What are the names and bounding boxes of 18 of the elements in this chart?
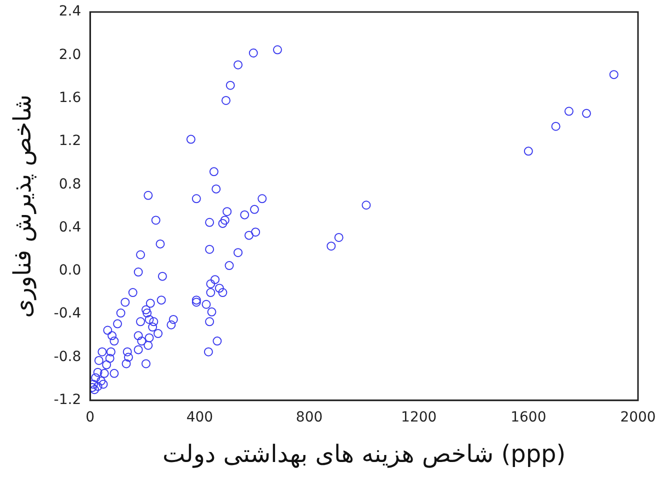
x-tick-label: 400 — [186, 409, 214, 426]
x-tick-label: 800 — [296, 409, 323, 426]
y-tick-label: 2.0 — [58, 46, 82, 63]
y-tick-label: -1.2 — [54, 392, 82, 408]
x-tick-label: 1200 — [401, 409, 437, 426]
x-tick-label: 2000 — [620, 409, 656, 426]
x-tick-label: 0 — [86, 409, 95, 426]
y-tick-label: 2.4 — [58, 4, 82, 20]
y-tick-label: 0.0 — [58, 262, 82, 279]
x-tick-label: 1600 — [510, 409, 546, 426]
y-tick-label: 1.6 — [58, 90, 82, 106]
y-tick-label: -0.4 — [54, 306, 82, 322]
y-axis-title: شاخص پذیرش فناوری — [8, 94, 37, 318]
y-tick-label: 0.4 — [58, 219, 82, 236]
y-tick-label: 1.2 — [58, 133, 82, 150]
y-tick-label: -0.8 — [54, 348, 82, 365]
y-tick-label: 0.8 — [58, 176, 82, 192]
x-axis-title: شاخص هزینه های بهداشتی دولت (ppp) — [162, 440, 566, 468]
